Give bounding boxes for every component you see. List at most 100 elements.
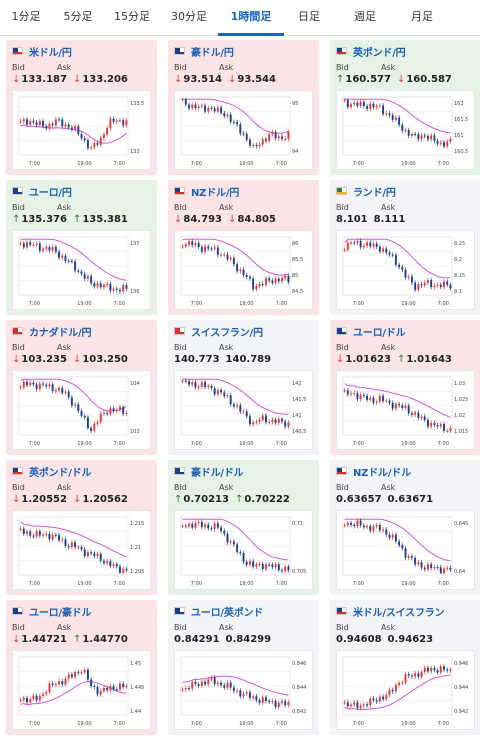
currency-pair-link[interactable]: 米ドル/円 bbox=[29, 47, 72, 59]
candle bbox=[375, 401, 378, 403]
currency-pair-link[interactable]: NZドル/ドル bbox=[353, 467, 411, 479]
currency-card[interactable]: NZドル/ドル Bid Ask 0.63657 0.63671 0.645 0.64 7:00… bbox=[330, 460, 480, 595]
x-tick-label: 19:00 bbox=[401, 161, 415, 167]
y-tick-label: 160.5 bbox=[454, 149, 468, 155]
price-chart[interactable]: 95 94 7:00 19:00 7:00 bbox=[174, 90, 313, 170]
ask-price: ↑135.381 bbox=[73, 214, 128, 225]
candle bbox=[236, 122, 239, 125]
candle bbox=[96, 283, 99, 287]
currency-pair-link[interactable]: 豪ドル/ドル bbox=[191, 467, 244, 479]
bid-price: ↓1.20552 bbox=[12, 494, 67, 505]
candle bbox=[236, 405, 239, 407]
moving-average-line bbox=[20, 681, 127, 706]
currency-pair-link[interactable]: スイスフラン/円 bbox=[191, 327, 263, 339]
currency-pair-link[interactable]: ユーロ/ドル bbox=[353, 327, 406, 339]
x-tick-label: 19:00 bbox=[77, 301, 91, 307]
candle bbox=[29, 382, 32, 386]
ask-price: 140.789 bbox=[226, 354, 272, 365]
ask-value: 103.250 bbox=[82, 354, 128, 365]
currency-card[interactable]: ランド/円 Bid Ask 8.101 8.111 8.25 8.2 8.15 8.1 7:00 1… bbox=[330, 180, 480, 315]
candle bbox=[242, 693, 245, 697]
price-chart[interactable]: 86 85.5 85 84.5 7:00 19:00 7:00 bbox=[174, 230, 313, 310]
currency-pair-link[interactable]: ユーロ/豪ドル bbox=[29, 607, 92, 619]
price-chart[interactable]: 0.946 0.944 0.942 7:00 19:00 7:00 bbox=[336, 650, 475, 730]
price-chart[interactable]: 0.645 0.64 7:00 19:00 7:00 bbox=[336, 510, 475, 590]
ask-price: ↓1.20562 bbox=[73, 494, 128, 505]
currency-card[interactable]: スイスフラン/円 Bid Ask 140.773 140.789 142 141.5 141 1… bbox=[168, 320, 319, 455]
currency-pair-link[interactable]: 豪ドル/円 bbox=[191, 47, 234, 59]
tab-4[interactable]: 30分足 bbox=[171, 10, 207, 23]
candle bbox=[248, 692, 251, 698]
price-chart[interactable]: 142 141.5 141 140.5 7:00 19:00 7:00 bbox=[174, 370, 313, 450]
price-chart[interactable]: 133.5 133 7:00 19:00 7:00 bbox=[12, 90, 151, 170]
tab-2[interactable]: 5分足 bbox=[63, 10, 93, 23]
currency-card[interactable]: 英ポンド/円 Bid Ask ↑160.577 ↓160.587 162 161.5 161 1… bbox=[330, 40, 480, 175]
candle bbox=[277, 564, 280, 571]
currency-card[interactable]: カナダドル/円 Bid Ask ↓103.235 ↓103.250 104 103 7:00 1… bbox=[6, 320, 157, 455]
tab-6[interactable]: 日足 bbox=[298, 10, 320, 23]
currency-card[interactable]: 米ドル/円 Bid Ask ↓133.187 ↓133.206 133.5 133 7:00 1… bbox=[6, 40, 157, 175]
price-chart[interactable]: 104 103 7:00 19:00 7:00 bbox=[12, 370, 151, 450]
currency-card[interactable]: ユーロ/豪ドル Bid Ask ↓1.44721 ↑1.44770 1.45 1.445 1.… bbox=[6, 600, 157, 735]
currency-pair-link[interactable]: 米ドル/スイスフラン bbox=[353, 607, 445, 619]
price-chart[interactable]: 1.03 1.025 1.02 1.015 7:00 19:00 7:00 bbox=[336, 370, 475, 450]
currency-pair-link[interactable]: カナダドル/円 bbox=[29, 327, 92, 339]
candle bbox=[67, 124, 70, 128]
currency-pair-link[interactable]: 英ポンド/ドル bbox=[29, 467, 92, 479]
currency-pair-link[interactable]: ユーロ/円 bbox=[29, 187, 72, 199]
x-tick-label: 7:00 bbox=[191, 721, 202, 727]
currency-pair-link[interactable]: NZドル/円 bbox=[191, 187, 240, 199]
candle bbox=[255, 286, 258, 290]
up-arrow-icon: ↑ bbox=[174, 494, 183, 505]
currency-card[interactable]: ユーロ/英ポンド Bid Ask 0.84291 0.84299 0.846 0.844 0.… bbox=[168, 600, 319, 735]
currency-card[interactable]: 英ポンド/ドル Bid Ask ↓1.20552 ↓1.20562 1.215 1.21 1.… bbox=[6, 460, 157, 595]
currency-card[interactable]: ユーロ/円 Bid Ask ↑135.376 ↑135.381 137 136 7:00 19:… bbox=[6, 180, 157, 315]
candle bbox=[106, 687, 109, 691]
candle bbox=[433, 422, 436, 426]
price-chart[interactable]: 1.215 1.21 1.205 7:00 19:00 7:00 bbox=[12, 510, 151, 590]
tab-3[interactable]: 15分足 bbox=[114, 10, 150, 23]
candle bbox=[54, 246, 57, 252]
price-chart[interactable]: 1.45 1.445 1.44 7:00 19:00 7:00 bbox=[12, 650, 151, 730]
candle bbox=[181, 525, 184, 527]
x-tick-label: 7:00 bbox=[29, 441, 40, 447]
tab-7[interactable]: 週足 bbox=[354, 10, 376, 23]
bid-label: Bid bbox=[336, 343, 349, 352]
candle bbox=[77, 547, 80, 549]
candle bbox=[401, 405, 404, 408]
candle bbox=[19, 387, 22, 389]
candle bbox=[109, 283, 112, 291]
tab-5[interactable]: 1時間足 bbox=[218, 0, 284, 36]
currency-card[interactable]: ユーロ/ドル Bid Ask ↓1.01623 ↑1.01643 1.03 1.025 1.0… bbox=[330, 320, 480, 455]
tab-8[interactable]: 月足 bbox=[411, 10, 433, 23]
card-header: 英ポンド/ドル bbox=[12, 464, 92, 479]
price-chart[interactable]: 8.25 8.2 8.15 8.1 7:00 19:00 7:00 bbox=[336, 230, 475, 310]
candle bbox=[77, 404, 80, 411]
price-chart[interactable]: 137 136 7:00 19:00 7:00 bbox=[12, 230, 151, 310]
candle bbox=[223, 685, 226, 688]
y-tick-label: 0.71 bbox=[292, 521, 303, 527]
currency-pair-link[interactable]: 英ポンド/円 bbox=[353, 47, 406, 59]
price-chart[interactable]: 0.71 0.705 7:00 19:00 7:00 bbox=[174, 510, 313, 590]
candle bbox=[42, 120, 45, 127]
price-chart[interactable]: 0.846 0.844 0.842 7:00 19:00 7:00 bbox=[174, 650, 313, 730]
candle bbox=[346, 522, 349, 526]
candle bbox=[54, 534, 57, 536]
x-tick-label: 7:00 bbox=[353, 161, 364, 167]
bid-label: Bid bbox=[174, 483, 187, 492]
currency-card[interactable]: 米ドル/スイスフラン Bid Ask 0.94608 0.94623 0.946 0.944… bbox=[330, 600, 480, 735]
ask-label: Ask bbox=[57, 203, 72, 212]
currency-pair-link[interactable]: ランド/円 bbox=[353, 187, 396, 199]
tab-1[interactable]: 1分足 bbox=[11, 10, 41, 23]
price-chart[interactable]: 162 161.5 161 160.5 7:00 19:00 7:00 bbox=[336, 90, 475, 170]
candle bbox=[277, 418, 280, 423]
candle bbox=[77, 126, 80, 135]
currency-card[interactable]: NZドル/円 Bid Ask ↓84.793 ↓84.805 86 85.5 85 84.5 7:… bbox=[168, 180, 319, 315]
currency-card[interactable]: 豪ドル/円 Bid Ask ↓93.514 ↓93.544 95 94 7:00 19:00 7:… bbox=[168, 40, 319, 175]
currency-card[interactable]: 豪ドル/ドル Bid Ask ↑0.70213 ↑0.70222 0.71 0.705 7:0… bbox=[168, 460, 319, 595]
candle bbox=[414, 133, 417, 135]
candle bbox=[19, 699, 22, 701]
currency-pair-link[interactable]: ユーロ/英ポンド bbox=[191, 607, 264, 619]
y-tick-label: 1.03 bbox=[454, 381, 465, 387]
candle bbox=[188, 241, 190, 245]
